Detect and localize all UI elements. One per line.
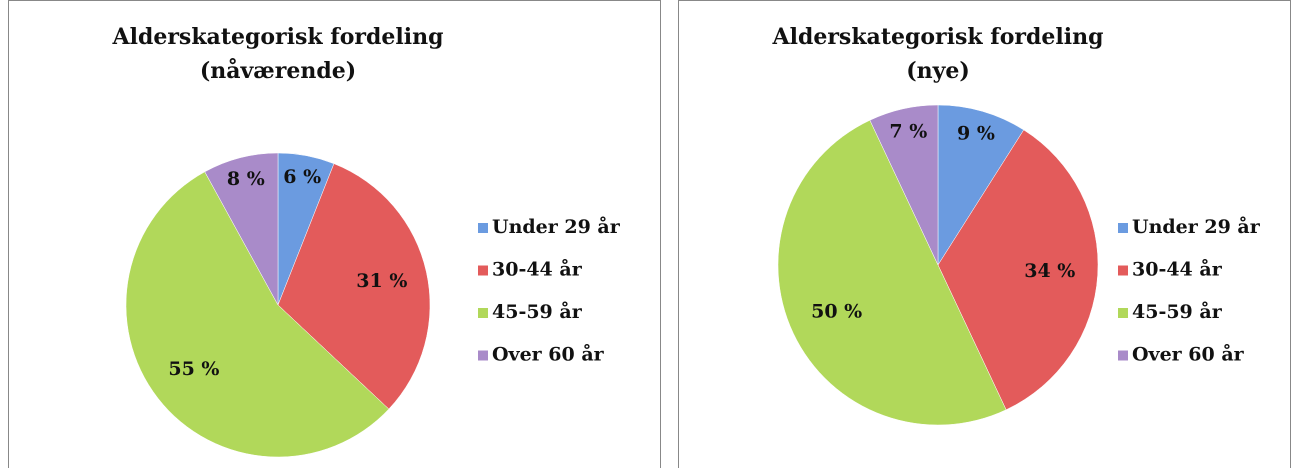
legend-swatch (478, 308, 488, 318)
data-label: 7 % (889, 120, 927, 142)
data-label: 34 % (1024, 260, 1075, 282)
legend-swatch (478, 350, 488, 361)
legend-label: Under 29 år (492, 215, 621, 238)
pie-slice (937, 104, 1025, 266)
legend-swatch (1118, 223, 1128, 233)
data-label: 31 % (356, 270, 407, 292)
data-label: 50 % (811, 301, 862, 323)
chart-title: Alderskategorisk fordeling (772, 24, 1104, 50)
chart-frame (678, 0, 1291, 468)
chart-title: Alderskategorisk fordeling (112, 24, 444, 50)
pie-slice (869, 104, 939, 266)
data-label: 55 % (168, 358, 219, 380)
legend-label: 30-44 år (1132, 258, 1223, 281)
data-label: 9 % (957, 122, 995, 144)
legend-swatch (1118, 308, 1128, 318)
chart: Alderskategorisk fordeling (nåværende) 6 %… (8, 0, 661, 468)
chart-frame (8, 0, 661, 468)
data-label: 6 % (283, 166, 321, 188)
legend-swatch (478, 223, 488, 233)
legend-swatch (1118, 350, 1128, 361)
legend-label: Over 60 år (1132, 343, 1245, 366)
pie-slice (277, 163, 431, 410)
chart: Alderskategorisk fordeling (nye) 9 % 34 % 50… (678, 0, 1291, 468)
pie-slice (777, 119, 1007, 426)
pie-slice (125, 171, 390, 458)
legend-label: 30-44 år (492, 258, 583, 281)
legend-label: 45-59 år (492, 300, 583, 323)
pie-slice (204, 152, 279, 306)
pie-slice (937, 129, 1099, 411)
legend-swatch (1118, 265, 1128, 276)
chart-title: (nåværende) (200, 58, 356, 84)
chart-title: (nye) (906, 58, 970, 84)
legend-swatch (478, 265, 488, 276)
legend-label: Under 29 år (1132, 215, 1261, 238)
legend-label: 45-59 år (1132, 300, 1223, 323)
legend-label: Over 60 år (492, 343, 605, 366)
data-label: 8 % (227, 168, 265, 190)
